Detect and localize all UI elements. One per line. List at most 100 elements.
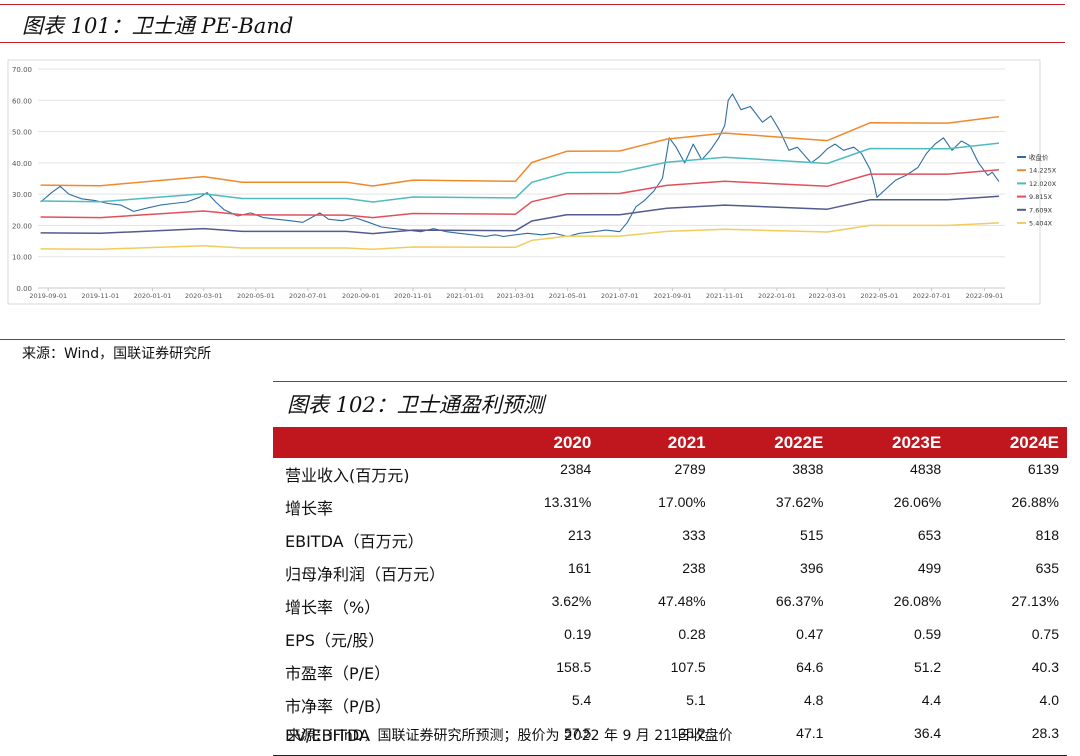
table-cell: 26.06% <box>893 494 942 510</box>
table-cell: 17.00% <box>658 494 706 510</box>
table-row: 归母净利润（百万元） 161 238 396 499 635 <box>273 557 1067 590</box>
header-cell: 2022E <box>713 427 832 458</box>
y-tick-label: 20.00 <box>12 222 32 230</box>
x-tick-label: 2022-01-01 <box>758 292 796 300</box>
header-cell: 2024E <box>949 427 1067 458</box>
table-cell: 2789 <box>674 461 706 477</box>
table-row: 市净率（P/B） 5.4 5.1 4.8 4.4 4.0 <box>273 689 1067 722</box>
table-row: 营业收入(百万元) 2384 2789 3838 4838 6139 <box>273 458 1067 491</box>
table-row: EPS（元/股） 0.19 0.28 0.47 0.59 0.75 <box>273 623 1067 656</box>
table-cell: 47.48% <box>658 593 706 609</box>
table-cell: 818 <box>1035 527 1059 543</box>
row-label: 市净率（P/B） <box>285 697 392 716</box>
row-label: 市盈率（P/E） <box>285 664 391 683</box>
x-tick-label: 2020-05-01 <box>237 292 275 300</box>
series-line-2 <box>40 142 1000 203</box>
table-cell: 238 <box>682 560 706 576</box>
y-tick-label: 70.00 <box>12 66 32 74</box>
table-cell: 515 <box>800 527 824 543</box>
table-cell: 0.28 <box>678 626 706 642</box>
table-cell: 107.5 <box>670 659 706 675</box>
header-cell <box>273 427 485 458</box>
series-line-0 <box>40 93 1000 237</box>
table-cell: 36.4 <box>831 722 950 756</box>
x-tick-label: 2020-03-01 <box>185 292 223 300</box>
table-cell: 5.1 <box>686 692 706 708</box>
table-cell: 40.3 <box>1031 659 1059 675</box>
x-tick-label: 2022-07-01 <box>913 292 951 300</box>
x-tick-label: 2021-03-01 <box>497 292 535 300</box>
series-line-5 <box>40 222 1000 250</box>
table-cell: 158.5 <box>556 659 592 675</box>
x-tick-label: 2019-09-01 <box>29 292 67 300</box>
legend-label: 收盘价 <box>1029 153 1049 162</box>
table-cell: 66.37% <box>775 593 824 609</box>
table-cell: 37.62% <box>775 494 824 510</box>
table-cell: 333 <box>682 527 706 543</box>
table-cell: 4.4 <box>921 692 942 708</box>
table-cell: 27.13% <box>1011 593 1059 609</box>
table-row: 市盈率（P/E） 158.5 107.5 64.6 51.2 40.3 <box>273 656 1067 689</box>
x-tick-label: 2020-09-01 <box>342 292 380 300</box>
table-cell: 0.75 <box>1031 626 1059 642</box>
series-line-1 <box>40 115 1000 187</box>
y-tick-label: 0.00 <box>16 285 32 293</box>
table-cell: 5.4 <box>571 692 592 708</box>
row-label: 增长率 <box>285 499 334 518</box>
x-tick-label: 2020-01-01 <box>134 292 172 300</box>
table-cell: 499 <box>917 560 942 576</box>
table-cell: 0.19 <box>564 626 592 642</box>
legend-label: 12.020X <box>1029 180 1057 188</box>
series-line-3 <box>40 168 1000 219</box>
table-top-rule <box>273 381 1067 382</box>
y-tick-label: 30.00 <box>12 191 32 199</box>
x-tick-label: 2021-05-01 <box>549 292 587 300</box>
row-label: 营业收入(百万元) <box>285 466 410 485</box>
table-cell: 4.8 <box>803 692 824 708</box>
figure-101-source: 来源：Wind，国联证券研究所 <box>22 346 212 362</box>
legend-label: 9.815X <box>1029 193 1053 201</box>
table-cell: 51.2 <box>913 659 942 675</box>
source-rule <box>0 339 1065 340</box>
table-cell: 4838 <box>910 461 942 477</box>
header-cell: 2020 <box>485 427 600 458</box>
chart-frame <box>7 59 1041 305</box>
x-tick-label: 2022-03-01 <box>808 292 846 300</box>
legend-label: 7.609X <box>1029 206 1053 214</box>
table-cell: 6139 <box>1027 461 1059 477</box>
row-label: 归母净利润（百万元） <box>285 565 446 584</box>
row-label: 增长率（%） <box>285 598 381 617</box>
table-cell: 13.31% <box>543 494 592 510</box>
table-cell: 635 <box>1035 560 1059 576</box>
y-tick-label: 40.00 <box>12 160 32 168</box>
header-cell: 2023E <box>831 427 950 458</box>
table-cell: 161 <box>567 560 592 576</box>
x-tick-label: 2020-07-01 <box>289 292 327 300</box>
table-cell: 28.3 <box>949 722 1067 756</box>
row-label: EPS（元/股） <box>285 631 385 650</box>
table-cell: 4.0 <box>1039 692 1059 708</box>
top-rule <box>0 4 1065 5</box>
table-cell: 2384 <box>560 461 592 477</box>
table-cell: 0.47 <box>796 626 824 642</box>
figure-101-title: 图表 101：卫士通 PE-Band <box>22 14 294 38</box>
table-cell: 0.59 <box>913 626 942 642</box>
y-tick-label: 50.00 <box>12 129 32 137</box>
legend-label: 5.404X <box>1029 220 1053 228</box>
header-cell: 2021 <box>599 427 714 458</box>
table-cell: 653 <box>917 527 942 543</box>
row-label: EBITDA（百万元） <box>285 532 424 551</box>
earnings-forecast-table: 2020 2021 2022E 2023E 2024E 营业收入(百万元) 238… <box>273 427 1067 756</box>
table-cell: 26.08% <box>893 593 942 609</box>
table-cell: 3.62% <box>551 593 592 609</box>
figure-102-title: 图表 102：卫士通盈利预测 <box>287 393 544 417</box>
table-cell: 213 <box>567 527 592 543</box>
x-tick-label: 2020-11-01 <box>394 292 432 300</box>
y-tick-label: 10.00 <box>12 254 32 262</box>
x-tick-label: 2022-09-01 <box>966 292 1004 300</box>
table-cell: 26.88% <box>1011 494 1059 510</box>
x-tick-label: 2021-09-01 <box>654 292 692 300</box>
series-line-4 <box>40 195 1000 235</box>
table-row: 增长率 13.31% 17.00% 37.62% 26.06% 26.88% <box>273 491 1067 524</box>
y-tick-label: 60.00 <box>12 97 32 105</box>
